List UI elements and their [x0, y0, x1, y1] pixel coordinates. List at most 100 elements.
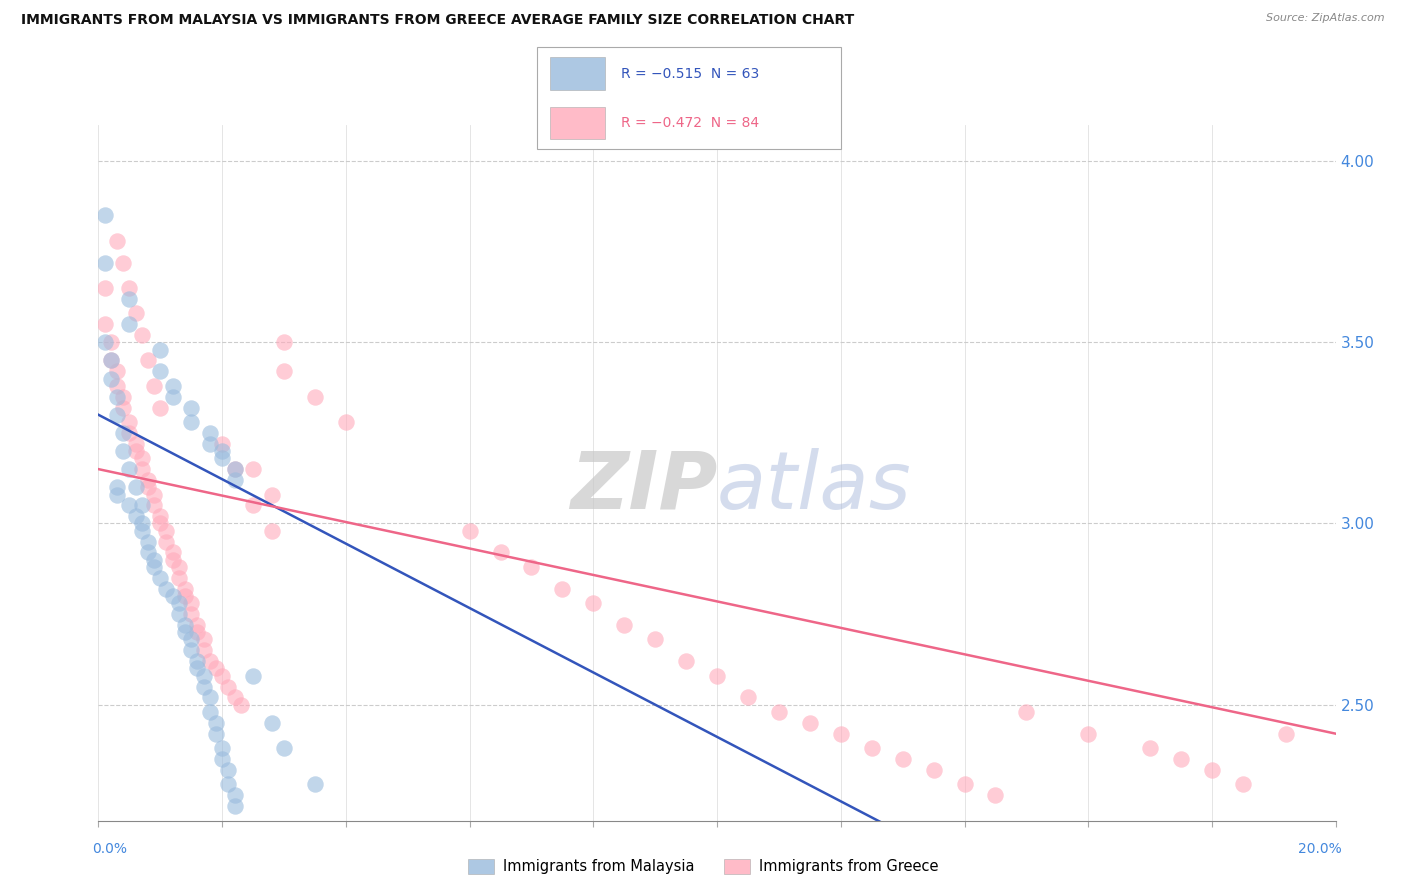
Point	[830, 726, 852, 740]
Point	[273, 335, 295, 350]
Point	[136, 545, 159, 559]
Point	[180, 632, 202, 647]
Point	[118, 281, 141, 295]
Point	[136, 473, 159, 487]
Point	[217, 763, 239, 777]
Point	[124, 480, 146, 494]
Point	[155, 524, 177, 538]
Point	[100, 353, 122, 368]
Point	[118, 425, 141, 440]
Point	[105, 364, 128, 378]
FancyBboxPatch shape	[550, 57, 606, 89]
Point	[149, 509, 172, 524]
Point	[118, 462, 141, 476]
Point	[118, 499, 141, 513]
Point	[180, 596, 202, 610]
Point	[100, 371, 122, 385]
Point	[124, 306, 146, 320]
Point	[198, 690, 221, 705]
Point	[193, 632, 215, 647]
Point	[211, 668, 233, 682]
Point	[131, 524, 153, 538]
Point	[260, 524, 283, 538]
Point	[112, 401, 135, 415]
Point	[174, 589, 197, 603]
Point	[224, 799, 246, 814]
Point	[242, 499, 264, 513]
Point	[131, 451, 153, 466]
Point	[131, 462, 153, 476]
Point	[162, 390, 184, 404]
Point	[198, 425, 221, 440]
Point	[458, 524, 481, 538]
Point	[186, 654, 208, 668]
Point	[273, 741, 295, 756]
Point	[167, 596, 190, 610]
Point	[136, 534, 159, 549]
Point	[224, 789, 246, 803]
Point	[1077, 726, 1099, 740]
Point	[149, 343, 172, 357]
Point	[224, 690, 246, 705]
Point	[186, 661, 208, 675]
Point	[186, 625, 208, 640]
Point	[1139, 741, 1161, 756]
Point	[304, 390, 326, 404]
Point	[167, 571, 190, 585]
Point	[124, 436, 146, 450]
Point	[93, 255, 115, 269]
Point	[224, 462, 246, 476]
Point	[551, 582, 574, 596]
Point	[180, 415, 202, 429]
Point	[131, 499, 153, 513]
Point	[131, 328, 153, 343]
Point	[582, 596, 605, 610]
Point	[613, 618, 636, 632]
Point	[768, 705, 790, 719]
Point	[211, 436, 233, 450]
Point	[136, 480, 159, 494]
Point	[149, 401, 172, 415]
Point	[93, 209, 115, 223]
Point	[180, 643, 202, 657]
Point	[149, 516, 172, 531]
Point	[112, 444, 135, 458]
Point	[93, 317, 115, 331]
Point	[143, 499, 166, 513]
Point	[112, 390, 135, 404]
Point	[799, 715, 821, 730]
Text: R = −0.515  N = 63: R = −0.515 N = 63	[621, 67, 759, 80]
Point	[162, 545, 184, 559]
Point	[260, 715, 283, 730]
Point	[675, 654, 697, 668]
Point	[242, 462, 264, 476]
Text: ZIP: ZIP	[569, 448, 717, 525]
Point	[211, 752, 233, 766]
Point	[100, 335, 122, 350]
Point	[162, 378, 184, 392]
Point	[1201, 763, 1223, 777]
Point	[105, 408, 128, 422]
Point	[167, 560, 190, 574]
Point	[984, 789, 1007, 803]
Point	[211, 451, 233, 466]
Point	[180, 401, 202, 415]
Point	[922, 763, 945, 777]
Text: IMMIGRANTS FROM MALAYSIA VS IMMIGRANTS FROM GREECE AVERAGE FAMILY SIZE CORRELATI: IMMIGRANTS FROM MALAYSIA VS IMMIGRANTS F…	[21, 13, 855, 28]
Point	[217, 680, 239, 694]
Point	[136, 353, 159, 368]
Point	[118, 415, 141, 429]
Point	[118, 317, 141, 331]
Point	[198, 436, 221, 450]
Point	[198, 654, 221, 668]
Point	[644, 632, 666, 647]
Point	[205, 726, 228, 740]
Point	[273, 364, 295, 378]
Point	[304, 777, 326, 791]
Point	[124, 444, 146, 458]
Point	[260, 487, 283, 501]
Point	[100, 353, 122, 368]
Point	[118, 292, 141, 306]
Point	[105, 487, 128, 501]
Point	[112, 425, 135, 440]
